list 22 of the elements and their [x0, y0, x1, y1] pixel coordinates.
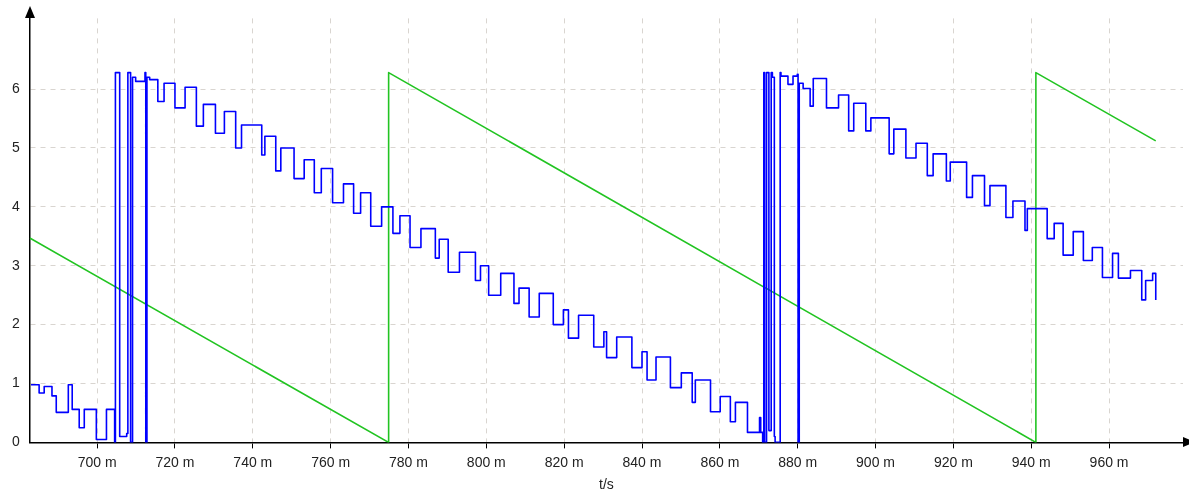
x-tick-label: 780 m [389, 453, 428, 470]
x-tick-label: 920 m [933, 453, 973, 470]
x-tick-label: 860 m [700, 453, 740, 470]
y-tick-label: 6 [11, 79, 20, 96]
y-tick-label: 1 [11, 374, 20, 391]
x-tick-label: 820 m [544, 453, 584, 470]
y-tick-label: 0 [11, 433, 20, 450]
x-axis-title: t/s [599, 476, 614, 493]
y-tick-label: 4 [11, 197, 20, 214]
x-tick-label: 900 m [856, 453, 895, 470]
y-tick-label: 5 [11, 138, 20, 155]
x-tick-label: 700 m [77, 453, 117, 470]
y-tick-label: 3 [11, 256, 20, 273]
x-tick-label: 880 m [778, 453, 818, 470]
x-tick-label: 760 m [311, 453, 351, 470]
x-tick-label: 940 m [1011, 453, 1051, 470]
x-tick-label: 960 m [1089, 453, 1129, 470]
x-tick-label: 720 m [155, 453, 195, 470]
x-tick-label: 800 m [466, 453, 506, 470]
y-tick-label: 2 [11, 315, 20, 332]
x-tick-label: 740 m [233, 453, 273, 470]
x-tick-label: 840 m [622, 453, 662, 470]
